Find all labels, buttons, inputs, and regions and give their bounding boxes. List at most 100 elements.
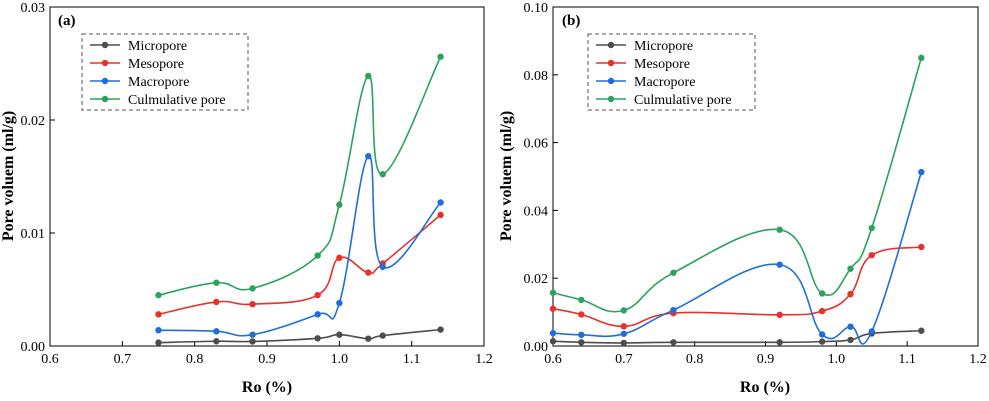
- data-point-culmulative-pore: [336, 201, 343, 208]
- data-point-culmulative-pore: [314, 252, 321, 259]
- x-tick-label: 0.6: [41, 352, 59, 367]
- data-point-culmulative-pore: [847, 265, 854, 272]
- x-tick-label: 0.9: [258, 352, 276, 367]
- data-point-mesopore: [847, 290, 854, 298]
- y-tick-label: 0.02: [21, 114, 46, 129]
- y-axis-title: Pore voluem (ml/g): [0, 111, 17, 241]
- data-point-mesopore: [314, 291, 321, 299]
- data-point-culmulative-pore: [549, 289, 557, 296]
- data-point-micropore: [365, 335, 372, 342]
- data-point-micropore: [578, 339, 585, 346]
- legend-label-culmulative-pore: Culmulative pore: [128, 93, 226, 108]
- data-point-culmulative-pore: [578, 296, 585, 304]
- series-line-macropore: [552, 171, 923, 345]
- data-point-culmulative-pore: [620, 307, 628, 314]
- data-point-micropore: [336, 331, 343, 338]
- x-tick-label: 1.0: [828, 352, 846, 367]
- legend-label-micropore: Micropore: [128, 39, 187, 54]
- series-line-micropore: [552, 329, 922, 344]
- data-point-mesopore: [918, 243, 925, 251]
- legend-label-mesopore: Mesopore: [634, 57, 690, 72]
- legend-marker-macropore: [607, 77, 615, 85]
- x-tick-label: 0.6: [544, 352, 562, 367]
- data-point-mesopore: [549, 305, 557, 312]
- y-tick-label: 0.08: [524, 69, 549, 84]
- data-point-culmulative-pore: [776, 226, 783, 233]
- data-point-macropore: [549, 329, 557, 337]
- data-point-macropore: [670, 306, 677, 314]
- data-point-macropore: [379, 263, 386, 271]
- data-point-macropore: [868, 328, 875, 335]
- data-point-mesopore: [620, 323, 628, 330]
- data-point-micropore: [379, 332, 386, 339]
- y-tick-label: 0.10: [524, 1, 549, 16]
- legend-label-macropore: Macropore: [634, 75, 695, 90]
- data-point-micropore: [847, 336, 854, 344]
- x-tick-label: 1.2: [969, 352, 987, 367]
- data-point-macropore: [578, 331, 585, 339]
- x-tick-label: 0.8: [686, 352, 704, 367]
- data-point-micropore: [213, 338, 220, 345]
- data-point-macropore: [847, 323, 854, 330]
- series-line-macropore: [158, 155, 442, 337]
- data-point-macropore: [213, 328, 220, 335]
- data-point-culmulative-pore: [379, 171, 386, 178]
- data-point-mesopore: [818, 307, 826, 315]
- data-point-mesopore: [578, 311, 585, 318]
- data-point-macropore: [620, 330, 628, 337]
- data-point-micropore: [314, 335, 321, 342]
- x-tick-label: 1.0: [331, 352, 349, 367]
- y-tick-label: 0.00: [21, 340, 46, 355]
- data-point-mesopore: [213, 298, 220, 306]
- data-point-culmulative-pore: [670, 269, 677, 276]
- legend-box: [587, 33, 756, 111]
- legend-marker-culmulative-pore: [101, 95, 109, 103]
- data-point-mesopore: [868, 251, 875, 259]
- y-tick-label: 0.01: [21, 227, 46, 242]
- data-point-culmulative-pore: [249, 285, 256, 292]
- data-point-macropore: [365, 152, 372, 160]
- data-point-culmulative-pore: [918, 54, 925, 62]
- legend-label-mesopore: Mesopore: [128, 57, 184, 72]
- y-tick-label: 0.03: [21, 1, 46, 16]
- data-point-mesopore: [336, 254, 343, 262]
- panel-label: (a): [58, 13, 76, 29]
- data-point-culmulative-pore: [818, 290, 826, 297]
- data-point-culmulative-pore: [437, 53, 444, 60]
- panel-a: (a) Ro (%) Pore voluem (ml/g) 0.6 0.7 0.8 0…: [0, 1, 493, 396]
- panel-label: (b): [562, 13, 580, 29]
- series-line-mesopore: [552, 246, 922, 328]
- y-tick-label: 0.04: [524, 204, 549, 219]
- legend-marker-mesopore: [607, 59, 615, 67]
- data-point-culmulative-pore: [213, 279, 220, 286]
- data-point-macropore: [818, 331, 826, 338]
- data-point-micropore: [818, 338, 826, 345]
- x-tick-label: 0.9: [757, 352, 775, 367]
- data-point-micropore: [549, 338, 557, 345]
- x-tick-label: 0.7: [114, 352, 132, 367]
- x-axis-title: Ro (%): [242, 379, 292, 396]
- x-tick-label: 1.1: [898, 352, 916, 367]
- x-tick-label: 0.8: [186, 352, 204, 367]
- data-point-micropore: [620, 339, 628, 347]
- data-point-mesopore: [437, 211, 444, 219]
- legend-marker-culmulative-pore: [607, 95, 615, 103]
- data-point-mesopore: [776, 311, 783, 319]
- data-point-macropore: [776, 261, 783, 268]
- data-point-macropore: [249, 331, 256, 338]
- data-point-culmulative-pore: [155, 291, 162, 299]
- data-point-macropore: [918, 168, 925, 176]
- data-point-micropore: [155, 339, 162, 346]
- x-tick-label: 1.2: [475, 352, 493, 367]
- data-point-culmulative-pore: [365, 72, 372, 80]
- series-line-micropore: [158, 328, 441, 344]
- data-point-micropore: [249, 338, 256, 345]
- legend: Micropore Mesopore Macropore Culmulative po…: [81, 33, 249, 111]
- legend-box: [81, 33, 249, 111]
- legend-label-macropore: Macropore: [128, 75, 189, 90]
- data-point-macropore: [437, 199, 444, 206]
- data-point-micropore: [918, 327, 925, 334]
- y-tick-label: 0.00: [524, 340, 549, 355]
- legend-marker-mesopore: [101, 59, 109, 67]
